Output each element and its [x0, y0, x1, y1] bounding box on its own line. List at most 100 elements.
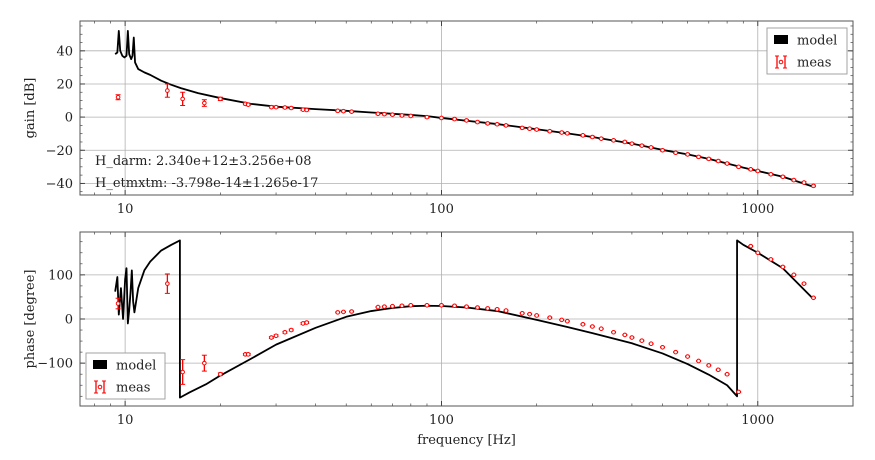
phase-meas-point	[811, 295, 816, 301]
gain-plot-area	[80, 21, 853, 195]
phase-meas-point	[288, 327, 294, 333]
gain-meas-point	[424, 114, 430, 120]
phase-meas-point	[115, 301, 121, 306]
gain-meas-point	[218, 96, 223, 102]
gain-meas-point	[439, 115, 444, 121]
legend-meas-marker	[97, 384, 103, 390]
phase-meas-point	[801, 281, 807, 286]
phase-meas-point	[475, 305, 480, 310]
fit-annotation: H_darm: 2.340e+12±3.256e+08	[95, 154, 312, 169]
phase-x-axis-label: frequency [Hz]	[417, 433, 516, 448]
phase-meas-point	[706, 363, 712, 368]
phase-meas-point	[565, 318, 570, 324]
phase-meas-point	[439, 303, 444, 308]
gain-meas-point	[660, 147, 665, 153]
phase-x-tick-label: 1000	[741, 413, 774, 428]
legend-label-meas: meas	[797, 56, 831, 71]
phase-meas-point	[452, 303, 457, 309]
gain-meas-point	[715, 158, 721, 164]
gain-y-tick-label: 20	[56, 77, 73, 92]
phase-meas-point	[673, 349, 678, 355]
phase-meas-point	[755, 250, 761, 256]
phase-meas-point	[768, 257, 774, 262]
legend-label-model: model	[116, 359, 156, 374]
gain-meas-point	[534, 127, 539, 132]
gain-meas-point	[202, 100, 207, 106]
phase-meas-point	[390, 303, 395, 309]
gain-x-tick-label: 100	[429, 202, 454, 217]
phase-meas-point	[791, 272, 797, 278]
gain-meas-point	[706, 156, 712, 162]
gain-meas-point	[629, 141, 635, 146]
phase-meas-point	[648, 341, 654, 347]
fit-annotation: H_etmxtm: -3.798e-14±1.265e-17	[95, 176, 318, 191]
phase-meas-point	[282, 329, 288, 335]
gain-frame	[79, 20, 854, 196]
phase-meas-point	[748, 243, 754, 249]
gain-meas-point	[382, 111, 387, 117]
phase-meas-point	[660, 344, 665, 350]
gain-meas-point	[475, 119, 480, 125]
phase-meas-point	[611, 329, 616, 335]
legend-label-model: model	[797, 34, 837, 49]
phase-meas-point	[464, 304, 469, 309]
gain-y-tick-label: −40	[46, 177, 73, 192]
phase-meas-point	[494, 306, 500, 312]
phase-meas-point	[590, 324, 595, 329]
phase-panel: 10 100 1000 −100 0 100 phase [degree] frequency…	[23, 231, 854, 448]
gain-meas-point	[791, 177, 797, 183]
gain-meas-point	[335, 108, 341, 114]
gain-meas-point	[639, 143, 645, 148]
gain-model-line	[114, 30, 814, 188]
gain-meas-point	[685, 152, 690, 157]
phase-meas-point	[218, 371, 223, 377]
gain-y-axis-label: gain [dB]	[23, 78, 38, 139]
gain-meas-point	[503, 123, 509, 128]
phase-meas-point	[559, 317, 565, 323]
phase-meas-point	[696, 358, 701, 364]
phase-meas-point	[724, 371, 730, 377]
gain-meas-point	[611, 138, 616, 143]
gain-meas-point	[408, 113, 414, 119]
gain-meas-point	[648, 145, 654, 150]
phase-y-axis-label: phase [degree]	[23, 269, 38, 368]
gain-meas-point	[622, 139, 628, 145]
phase-meas-point	[382, 304, 387, 309]
phase-y-tick-label: 100	[48, 268, 73, 283]
phase-meas-point	[547, 315, 553, 320]
phase-meas-point	[335, 310, 341, 315]
phase-meas-point	[598, 326, 604, 332]
phase-meas-point	[534, 313, 539, 318]
legend-model-swatch	[93, 360, 107, 369]
phase-model-line	[114, 239, 815, 399]
gain-meas-point	[598, 136, 604, 141]
phase-meas-point	[202, 360, 207, 366]
legend-meas-marker	[778, 59, 784, 65]
gain-meas-point	[494, 121, 500, 127]
gain-meas-point	[375, 111, 381, 117]
gain-meas-point	[736, 164, 741, 170]
phase-series-group	[114, 239, 816, 399]
gain-y-tick-label: 40	[56, 44, 73, 59]
gain-meas-point	[724, 161, 730, 166]
phase-meas-point	[375, 304, 381, 310]
gain-y-tick-label: −20	[46, 144, 73, 159]
gain-meas-point	[304, 107, 310, 113]
gain-meas-point	[288, 105, 294, 111]
phase-meas-point	[341, 309, 346, 315]
gain-meas-point	[811, 183, 816, 189]
gain-meas-point	[768, 171, 774, 177]
phase-meas-point	[715, 367, 721, 373]
phase-x-tick-label: 100	[429, 413, 454, 428]
gain-panel: 10 100 1000 −40 −20 0 20 40 gain [dB] H_darm: 2.3…	[23, 20, 854, 217]
phase-meas-point	[503, 308, 509, 313]
phase-frame	[79, 231, 854, 407]
gain-meas-point	[452, 116, 457, 122]
gain-meas-point	[565, 131, 570, 136]
phase-y-tick-label: −100	[37, 357, 73, 372]
gain-meas-point	[527, 126, 532, 132]
phase-x-tick-label: 10	[117, 413, 134, 428]
gain-meas-point	[755, 168, 761, 174]
gain-meas-point	[341, 108, 346, 114]
